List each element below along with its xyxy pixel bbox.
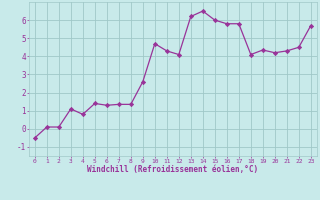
X-axis label: Windchill (Refroidissement éolien,°C): Windchill (Refroidissement éolien,°C) <box>87 165 258 174</box>
